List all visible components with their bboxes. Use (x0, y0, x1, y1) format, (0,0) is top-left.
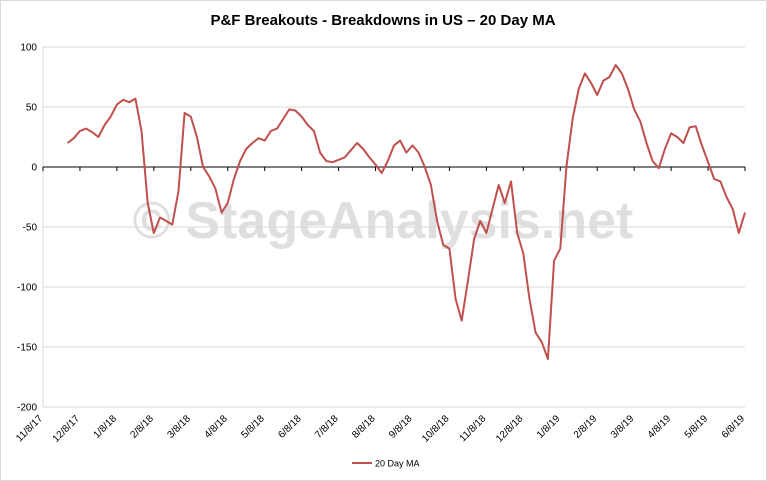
y-tick-label: -200 (17, 403, 37, 414)
y-tick-label: 0 (31, 163, 37, 174)
y-tick-label: 100 (20, 43, 37, 54)
y-tick-label: -150 (17, 343, 37, 354)
y-tick-label: -50 (23, 223, 38, 234)
y-tick-label: -100 (17, 283, 37, 294)
line-series (66, 64, 746, 360)
y-tick-label: 50 (26, 103, 38, 114)
legend-label: 20 Day MA (375, 459, 420, 469)
watermark: © StageAnalysis.net (133, 192, 634, 250)
chart-title: P&F Breakouts - Breakdowns in US – 20 Da… (210, 12, 555, 29)
